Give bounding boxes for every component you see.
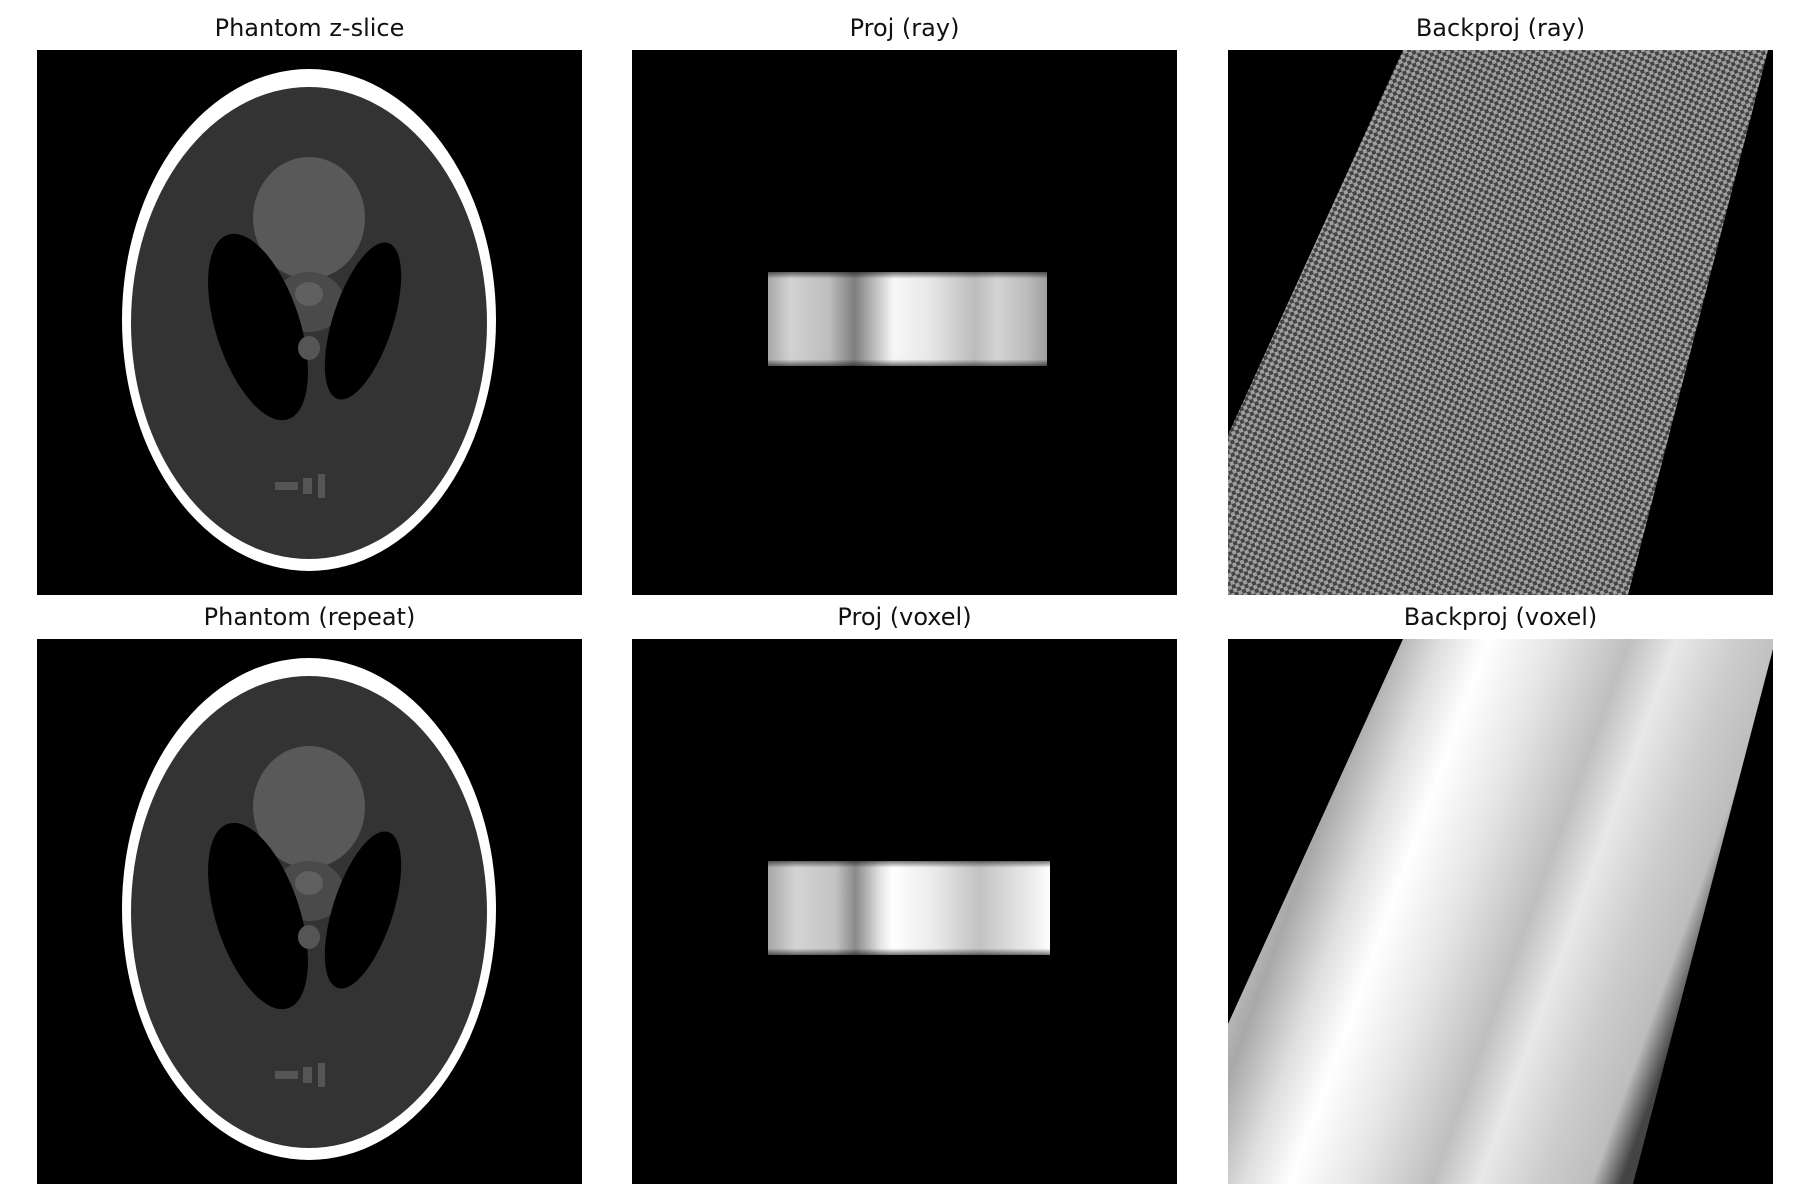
panel-title: Proj (voxel) — [837, 603, 972, 631]
panel-backproj-ray: Backproj (ray) — [1228, 6, 1773, 595]
panel-title: Proj (ray) — [849, 14, 960, 42]
phantom-image — [37, 50, 582, 595]
panel-phantom-repeat: Phantom (repeat) — [37, 595, 582, 1184]
panel-title: Backproj (ray) — [1415, 14, 1586, 42]
backprojection-ray-image — [1228, 50, 1773, 595]
panel-proj-ray: Proj (ray) — [632, 6, 1177, 595]
panel-title: Phantom z-slice — [214, 14, 405, 42]
panel-title: Phantom (repeat) — [203, 603, 416, 631]
panel-title: Backproj (voxel) — [1403, 603, 1598, 631]
panel-backproj-voxel: Backproj (voxel) — [1228, 595, 1773, 1184]
backprojection-voxel-image — [1228, 639, 1773, 1184]
phantom-image — [37, 639, 582, 1184]
projection-image — [632, 639, 1177, 1184]
projection-image — [632, 50, 1177, 595]
panel-phantom-z-slice: Phantom z-slice — [37, 6, 582, 595]
panel-proj-voxel: Proj (voxel) — [632, 595, 1177, 1184]
